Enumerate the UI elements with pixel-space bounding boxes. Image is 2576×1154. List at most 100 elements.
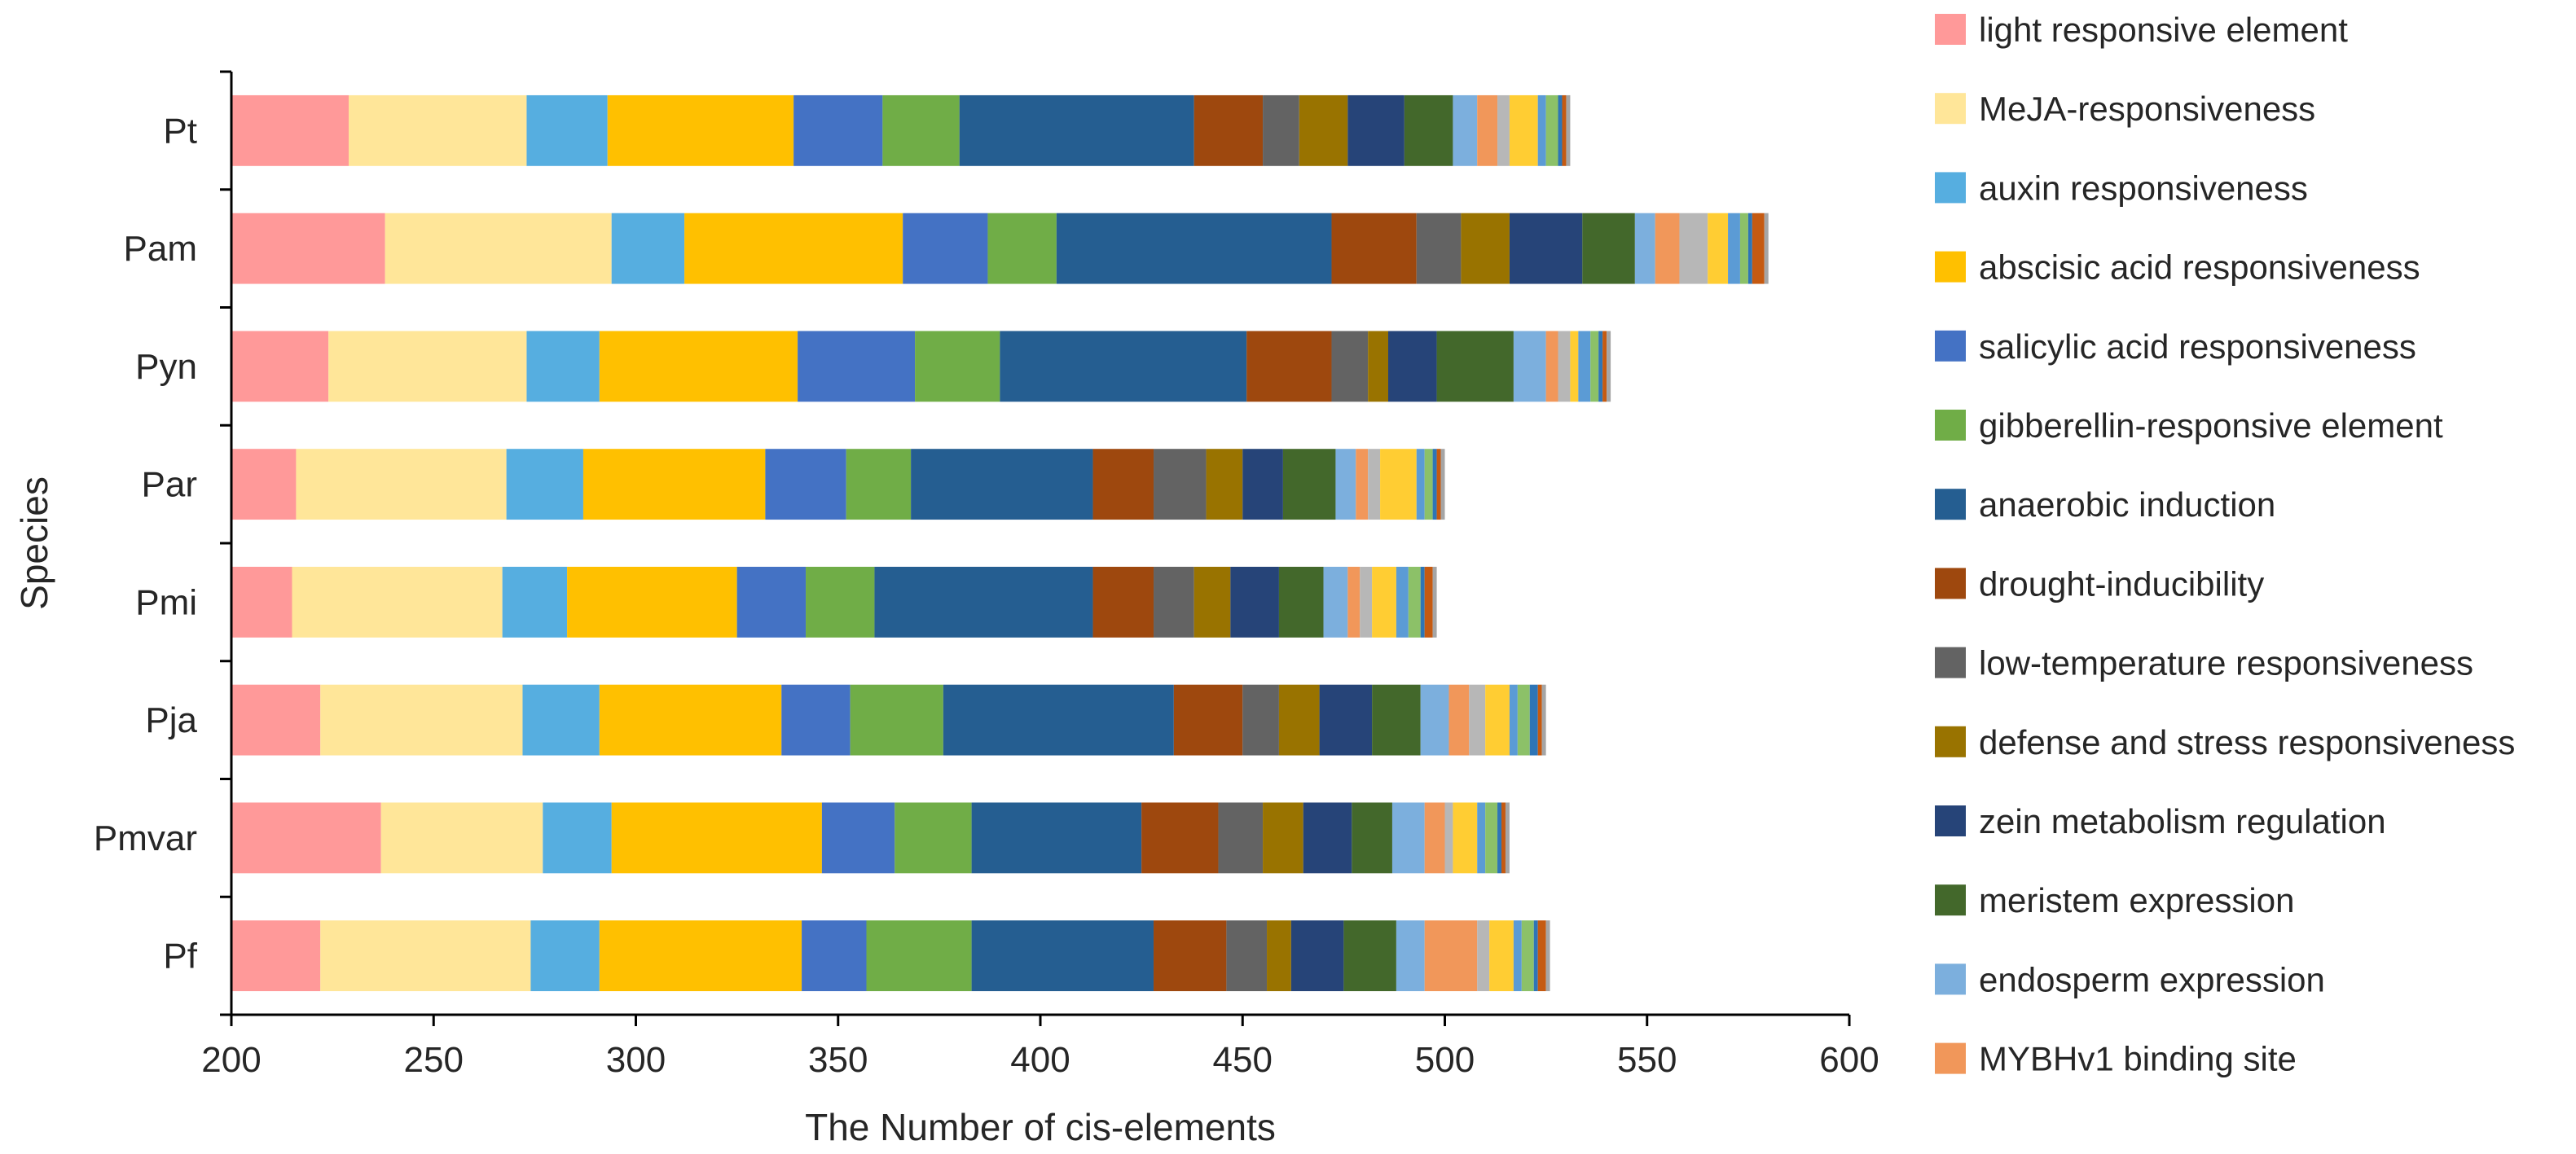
bar-segment-par-14 (1368, 449, 1381, 520)
legend-item: abscisic acid responsiveness (1935, 248, 2420, 287)
legend-swatch (1935, 489, 1966, 520)
x-tick-label: 550 (1617, 1040, 1677, 1080)
bar-segment-pmi-4 (736, 566, 807, 638)
bar-segment-pja-1 (320, 684, 523, 756)
bar-segment-par-20 (1440, 449, 1445, 520)
bar-segment-par-7 (1092, 449, 1154, 520)
bar-segment-pam-1 (385, 213, 612, 284)
bar-segment-pf-13 (1424, 920, 1478, 992)
y-tick-label: Pam (124, 229, 197, 269)
bar-segment-pyn-15 (1570, 331, 1579, 402)
bar-segment-pja-7 (1173, 684, 1243, 756)
bar-segment-pja-18 (1529, 684, 1538, 756)
legend-item: anaerobic induction (1935, 485, 2275, 524)
bar-segment-pyn-19 (1602, 331, 1607, 402)
bar-segment-pja-14 (1469, 684, 1486, 756)
bar-segment-pf-20 (1545, 920, 1550, 992)
x-tick-label: 350 (808, 1040, 868, 1080)
bar-segment-pmvar-3 (611, 802, 822, 874)
bar-segment-pt-19 (1562, 94, 1567, 166)
bar-segment-pyn-5 (915, 331, 1000, 402)
bar-segment-pmi-17 (1408, 566, 1421, 638)
legend-label: auxin responsiveness (1979, 169, 2308, 207)
legend-label: abscisic acid responsiveness (1979, 248, 2420, 287)
legend-swatch (1935, 568, 1966, 599)
bar-segment-pyn-12 (1513, 331, 1546, 402)
bar-segment-pmvar-17 (1485, 802, 1498, 874)
bar-segment-pyn-9 (1368, 331, 1388, 402)
bar-segment-par-15 (1380, 449, 1417, 520)
bar-segment-par-12 (1335, 449, 1356, 520)
bar-segment-pf-9 (1267, 920, 1291, 992)
y-tick-label: Pf (163, 937, 197, 976)
bar-segment-pmi-0 (231, 566, 292, 638)
bar-segment-par-2 (506, 449, 583, 520)
bar-segment-pmi-6 (874, 566, 1093, 638)
bar-segment-pt-2 (526, 94, 608, 166)
bar-segment-pam-7 (1331, 213, 1417, 284)
y-tick-label: Pmi (135, 582, 197, 622)
bar-segment-pmvar-8 (1218, 802, 1264, 874)
legend-item: gibberellin-responsive element (1935, 406, 2443, 445)
bar-segment-pja-10 (1319, 684, 1373, 756)
bar-segment-pf-4 (802, 920, 867, 992)
bar-segment-par-16 (1416, 449, 1425, 520)
bar-segment-pt-20 (1566, 94, 1571, 166)
bar-segment-pmi-18 (1420, 566, 1425, 638)
y-tick-label: Pyn (135, 347, 197, 387)
bar-segment-pt-1 (348, 94, 527, 166)
legend-swatch (1935, 251, 1966, 283)
bar-segment-pt-4 (793, 94, 883, 166)
bar-segment-pja-0 (231, 684, 321, 756)
legend-item: meristem expression (1935, 881, 2294, 919)
bar-segment-pyn-16 (1578, 331, 1591, 402)
bar-segment-pmvar-12 (1391, 802, 1425, 874)
bar-segment-pmvar-19 (1501, 802, 1506, 874)
x-tick-label: 400 (1010, 1040, 1070, 1080)
bar-segment-par-3 (582, 449, 766, 520)
bar-segment-pt-14 (1497, 94, 1510, 166)
legend-label: anaerobic induction (1979, 485, 2275, 524)
bar-segment-pmi-2 (502, 566, 568, 638)
bar-segment-pam-8 (1416, 213, 1462, 284)
bar-segment-pmi-12 (1323, 566, 1348, 638)
bar-segment-pam-14 (1679, 213, 1708, 284)
bar-segment-par-18 (1432, 449, 1437, 520)
bar-segment-pf-18 (1533, 920, 1538, 992)
bar-segment-par-6 (911, 449, 1093, 520)
bar-segment-par-19 (1436, 449, 1441, 520)
legend-item: zein metabolism regulation (1935, 802, 2386, 840)
bar-segment-pmi-20 (1432, 566, 1437, 638)
bar-segment-pmvar-11 (1352, 802, 1392, 874)
legend-label: light responsive element (1979, 11, 2348, 49)
bar-segment-pt-18 (1558, 94, 1563, 166)
bar-segment-pf-7 (1154, 920, 1227, 992)
legend-swatch (1935, 14, 1966, 45)
bar-segment-pt-12 (1453, 94, 1478, 166)
bar-segment-pmi-1 (292, 566, 503, 638)
bar-segment-pam-18 (1747, 213, 1752, 284)
bar-segment-par-11 (1282, 449, 1336, 520)
x-tick-label: 250 (404, 1040, 464, 1080)
bar-segment-pmi-3 (567, 566, 737, 638)
bar-segment-pmi-5 (806, 566, 875, 638)
bar-segment-pyn-18 (1598, 331, 1603, 402)
bar-segment-pyn-0 (231, 331, 329, 402)
bar-segment-pam-4 (903, 213, 988, 284)
bar-segment-pam-6 (1056, 213, 1332, 284)
bar-segment-pyn-7 (1246, 331, 1332, 402)
bar-segment-pf-6 (971, 920, 1154, 992)
bar-segment-pam-11 (1582, 213, 1635, 284)
bar-segment-pam-0 (231, 213, 385, 284)
y-axis-title: Species (13, 476, 55, 610)
bar-segment-par-17 (1424, 449, 1433, 520)
legend-label: drought-inducibility (1979, 564, 2264, 603)
legend-item: MYBHv1 binding site (1935, 1040, 2297, 1078)
bar-segment-par-13 (1356, 449, 1369, 520)
bar-segment-pf-0 (231, 920, 321, 992)
legend-label: defense and stress responsiveness (1979, 723, 2515, 761)
y-tick-label: Pmvar (94, 818, 197, 858)
bar-segment-pmvar-4 (821, 802, 895, 874)
bar-segment-pmi-15 (1372, 566, 1396, 638)
bar-segment-pyn-20 (1607, 331, 1611, 402)
